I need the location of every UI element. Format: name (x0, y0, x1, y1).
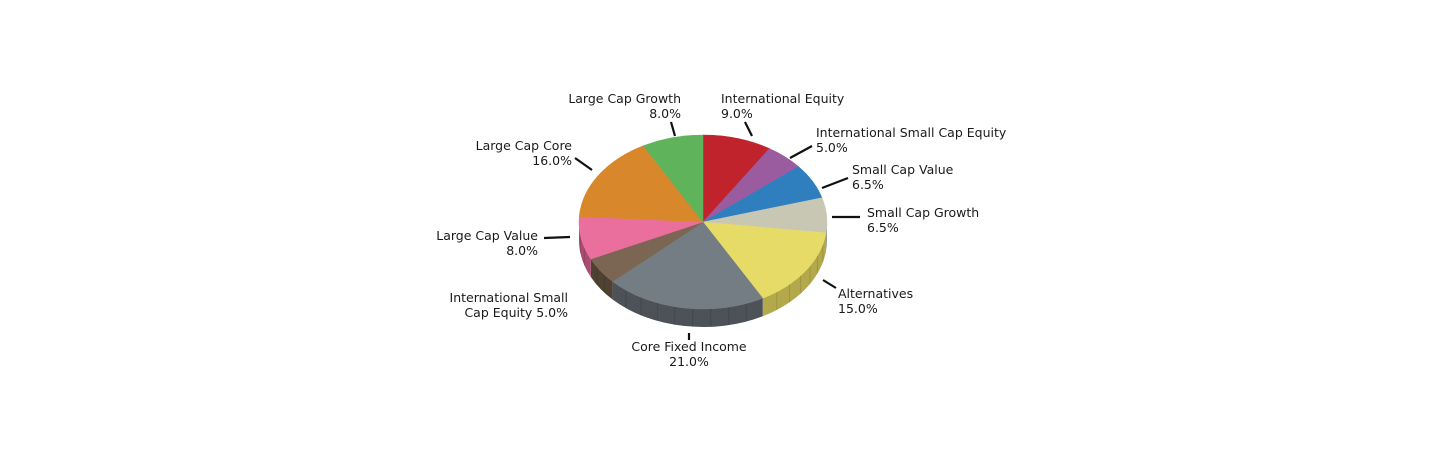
slice-label: International Small Cap Equity 5.0% (816, 125, 1007, 155)
slice-label-name: International Small (450, 290, 568, 305)
slice-label: Core Fixed Income 21.0% (631, 339, 747, 369)
slice-label-value: 9.0% (721, 106, 753, 121)
slice-label-name: Large Cap Value (436, 228, 538, 243)
slice-label: Alternatives 15.0% (838, 286, 913, 316)
slice-label-name: Large Cap Core (476, 138, 573, 153)
pie-slices (578, 134, 828, 310)
slice-label-value: Cap Equity 5.0% (464, 305, 568, 320)
slice-label: Small Cap Value 6.5% (852, 162, 954, 192)
slice-label-value: 6.5% (867, 220, 899, 235)
slice-label-name: International Equity (721, 91, 845, 106)
slice-label: Large Cap Core 16.0% (476, 138, 573, 168)
slice-side-7 (579, 222, 591, 278)
pie-side-walls (579, 222, 827, 327)
leader-line (821, 176, 849, 190)
pie-slice-core-fixed-income (612, 221, 764, 310)
slice-label-name: Alternatives (838, 286, 913, 301)
slice-label-value: 6.5% (852, 177, 884, 192)
slice-label: Small Cap Growth 6.5% (867, 205, 979, 235)
slice-side-5 (612, 281, 763, 327)
leader-line (744, 121, 753, 137)
slice-label-name: Core Fixed Income (631, 339, 747, 354)
slice-side-6 (590, 259, 613, 300)
leader-lines (543, 121, 860, 340)
slice-label-value: 8.0% (649, 106, 681, 121)
slice-label-value: 5.0% (816, 140, 848, 155)
leader-line (543, 235, 571, 240)
leader-line (822, 279, 837, 289)
slice-label-name: Small Cap Value (852, 162, 954, 177)
slice-label-value: 16.0% (532, 153, 572, 168)
slice-side-4 (762, 232, 827, 317)
leader-line (789, 145, 813, 159)
slice-label-name: International Small Cap Equity (816, 125, 1007, 140)
slice-label-value: 8.0% (506, 243, 538, 258)
slice-label-value: 15.0% (838, 301, 878, 316)
slice-label: Large Cap Growth 8.0% (568, 91, 681, 121)
pie-slice-large-cap-core (578, 145, 704, 223)
pie-slice-alternatives (702, 221, 827, 299)
slice-label-name: Large Cap Growth (568, 91, 681, 106)
leader-line (574, 157, 593, 171)
leader-line (669, 121, 677, 137)
slice-label: Large Cap Value 8.0% (436, 228, 538, 258)
slice-label: International Equity 9.0% (721, 91, 845, 121)
slice-label: International Small Cap Equity 5.0% (450, 290, 569, 320)
pie-slice-large-cap-growth (642, 134, 704, 223)
slice-label-name: Small Cap Growth (867, 205, 979, 220)
slice-label-value: 21.0% (669, 354, 709, 369)
slice-labels: International Equity 9.0% International Sm… (436, 91, 1007, 369)
